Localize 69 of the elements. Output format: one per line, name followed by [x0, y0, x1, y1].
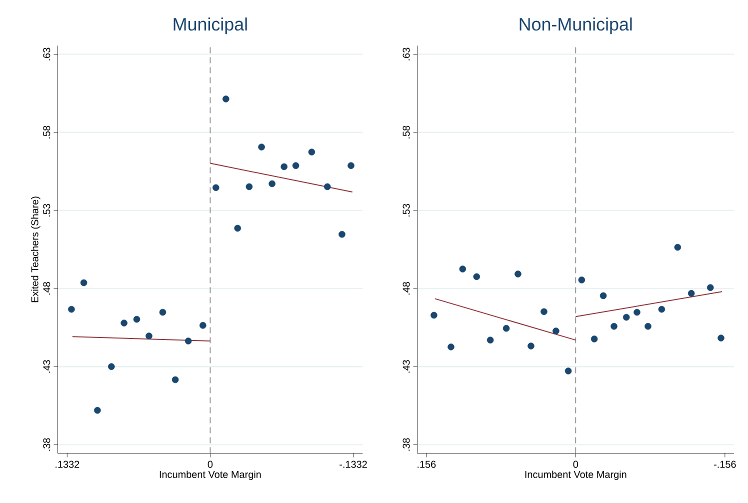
point — [234, 224, 241, 232]
point — [292, 162, 300, 170]
point — [324, 183, 331, 190]
point — [706, 284, 714, 291]
x-axis-title: Incumbent Vote Margin — [525, 470, 626, 480]
y-tick-label: .53 — [402, 204, 410, 216]
point — [94, 406, 101, 414]
chart-title: Municipal — [174, 17, 247, 34]
point — [108, 363, 115, 370]
point — [486, 336, 494, 344]
y-tick-label: .63 — [43, 48, 50, 60]
point — [212, 184, 220, 192]
point — [120, 320, 128, 326]
y-tick-label: .48 — [402, 282, 410, 295]
x-axis-title: Incumbent Vote Margin — [160, 470, 261, 480]
y-tick-label: .58 — [402, 126, 410, 138]
x-tick-label: -.1332 — [340, 460, 367, 468]
point — [172, 376, 179, 384]
x-tick-label: 0 — [208, 460, 213, 468]
point — [674, 244, 682, 251]
point — [200, 322, 206, 329]
point — [473, 273, 480, 280]
x-tick-label: -.156 — [714, 460, 736, 468]
point — [610, 322, 618, 330]
point — [564, 368, 572, 374]
point — [159, 308, 166, 316]
y-tick-label: .43 — [43, 360, 50, 373]
point — [622, 314, 630, 321]
point — [68, 306, 75, 313]
point — [634, 308, 640, 316]
point — [184, 338, 192, 344]
y-axis-title: Exited Teachers (Share) — [31, 196, 40, 302]
point — [268, 180, 276, 188]
point — [80, 279, 88, 286]
point — [600, 292, 607, 300]
point — [540, 308, 548, 316]
point — [502, 324, 510, 332]
point — [528, 342, 534, 350]
point — [258, 144, 265, 150]
point — [718, 334, 724, 342]
point — [146, 332, 152, 340]
point — [308, 148, 316, 156]
point — [222, 96, 230, 102]
point — [578, 276, 586, 284]
point — [459, 266, 466, 272]
chart-title: Non-Municipal — [520, 17, 632, 34]
point — [246, 183, 253, 190]
y-tick-label: .53 — [43, 204, 50, 216]
x-tick-label: 0 — [573, 460, 578, 468]
y-tick-label: .48 — [43, 282, 50, 295]
x-tick-label: .156 — [418, 460, 436, 468]
point — [688, 290, 695, 297]
point — [430, 312, 438, 319]
x-tick-label: .1332 — [56, 460, 80, 468]
point — [658, 306, 666, 313]
point — [644, 322, 652, 330]
point — [280, 163, 288, 170]
y-tick-label: .38 — [402, 438, 410, 451]
point — [552, 328, 560, 334]
point — [590, 336, 598, 342]
y-tick-label: .58 — [43, 126, 50, 138]
y-tick-label: .43 — [402, 360, 410, 373]
point — [348, 162, 354, 170]
y-tick-label: .63 — [402, 48, 410, 60]
point — [448, 344, 454, 350]
point — [338, 230, 346, 238]
y-tick-label: .38 — [43, 438, 50, 451]
point — [514, 270, 522, 278]
point — [133, 316, 140, 323]
